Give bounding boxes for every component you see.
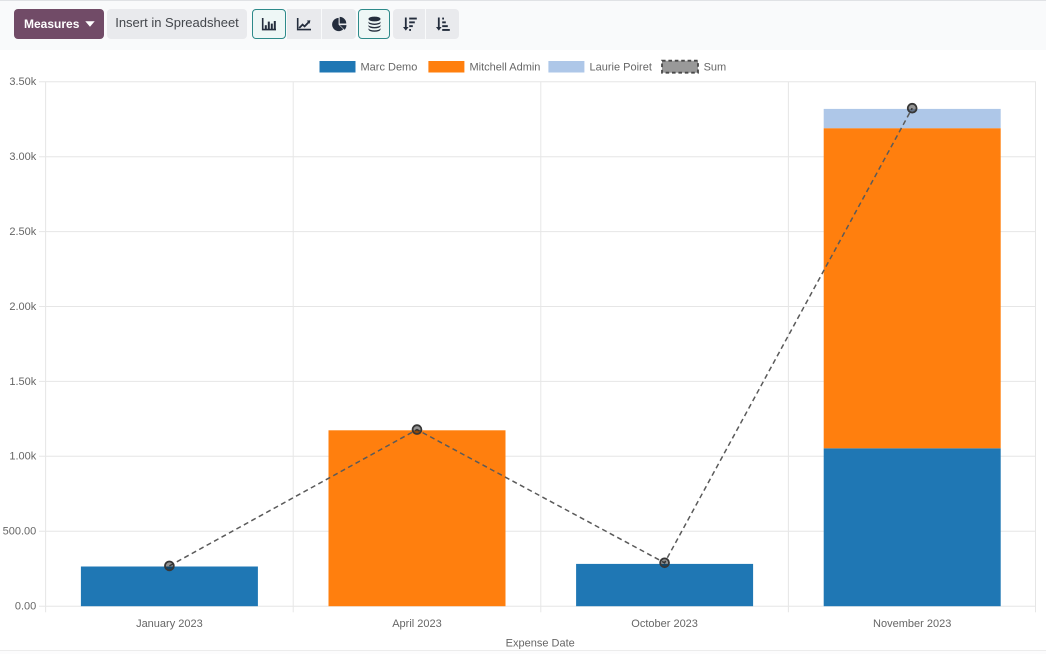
svg-text:3.00k: 3.00k <box>9 151 36 163</box>
svg-text:2.50k: 2.50k <box>9 226 36 238</box>
svg-text:2.00k: 2.00k <box>9 301 36 313</box>
svg-text:Laurie Poiret: Laurie Poiret <box>590 61 652 73</box>
svg-text:April 2023: April 2023 <box>392 618 442 630</box>
svg-text:January 2023: January 2023 <box>136 618 203 630</box>
svg-text:Mitchell Admin: Mitchell Admin <box>470 61 541 73</box>
svg-text:Expense Date: Expense Date <box>506 637 575 649</box>
svg-text:1.00k: 1.00k <box>9 451 36 463</box>
svg-text:0.00: 0.00 <box>15 601 36 613</box>
svg-text:November 2023: November 2023 <box>873 618 951 630</box>
svg-text:3.50k: 3.50k <box>9 76 36 88</box>
svg-text:Marc Demo: Marc Demo <box>361 61 418 73</box>
svg-text:Sum: Sum <box>704 61 727 73</box>
svg-text:October 2023: October 2023 <box>631 618 698 630</box>
svg-text:500.00: 500.00 <box>3 526 37 538</box>
svg-text:1.50k: 1.50k <box>9 376 36 388</box>
